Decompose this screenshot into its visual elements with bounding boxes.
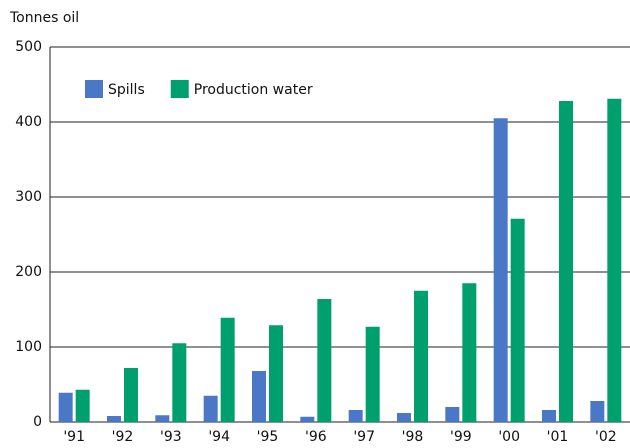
bar: [510, 218, 525, 422]
bar: [172, 343, 187, 422]
bar: [348, 410, 363, 422]
x-tick-label: '96: [305, 429, 327, 444]
bar: [590, 401, 605, 422]
x-tick-label: '93: [160, 429, 182, 444]
bar: [269, 325, 283, 422]
legend-swatch: [85, 80, 103, 98]
bar: [155, 415, 170, 422]
bar: [397, 413, 411, 422]
bar: [493, 118, 508, 422]
bar: [75, 389, 90, 422]
bar: [203, 395, 218, 422]
bar: [607, 98, 622, 422]
bar: [107, 416, 121, 422]
x-tick-label: '99: [450, 429, 472, 444]
bar: [542, 410, 556, 422]
legend-label: Production water: [194, 82, 313, 98]
y-tick-label: 100: [15, 339, 42, 355]
x-tick-label: '91: [63, 429, 85, 444]
bar: [414, 290, 428, 422]
bar: [462, 283, 477, 422]
bar: [445, 407, 460, 422]
x-tick-label: '98: [402, 429, 424, 444]
bar: [58, 392, 73, 422]
bar: [559, 101, 573, 422]
bar: [220, 317, 235, 422]
x-tick-label: '97: [353, 429, 375, 444]
y-tick-label: 0: [33, 414, 42, 430]
bar: [252, 371, 266, 422]
x-tick-label: '01: [547, 429, 569, 444]
y-tick-label: 200: [15, 264, 42, 280]
y-axis-label: Tonnes oil: [9, 10, 79, 26]
x-tick-label: '02: [595, 429, 617, 444]
legend-swatch: [170, 80, 189, 98]
bar: [300, 416, 315, 422]
y-tick-label: 300: [15, 189, 42, 205]
legend-label: Spills: [108, 82, 145, 98]
x-tick-label: '95: [257, 429, 279, 444]
x-tick-label: '92: [112, 429, 134, 444]
x-tick-label: '00: [498, 429, 520, 444]
bar: [365, 326, 380, 422]
y-tick-label: 400: [15, 114, 42, 130]
bar: [317, 299, 332, 422]
x-tick-label: '94: [208, 429, 230, 444]
y-tick-label: 500: [15, 39, 42, 55]
bar: [124, 368, 138, 422]
